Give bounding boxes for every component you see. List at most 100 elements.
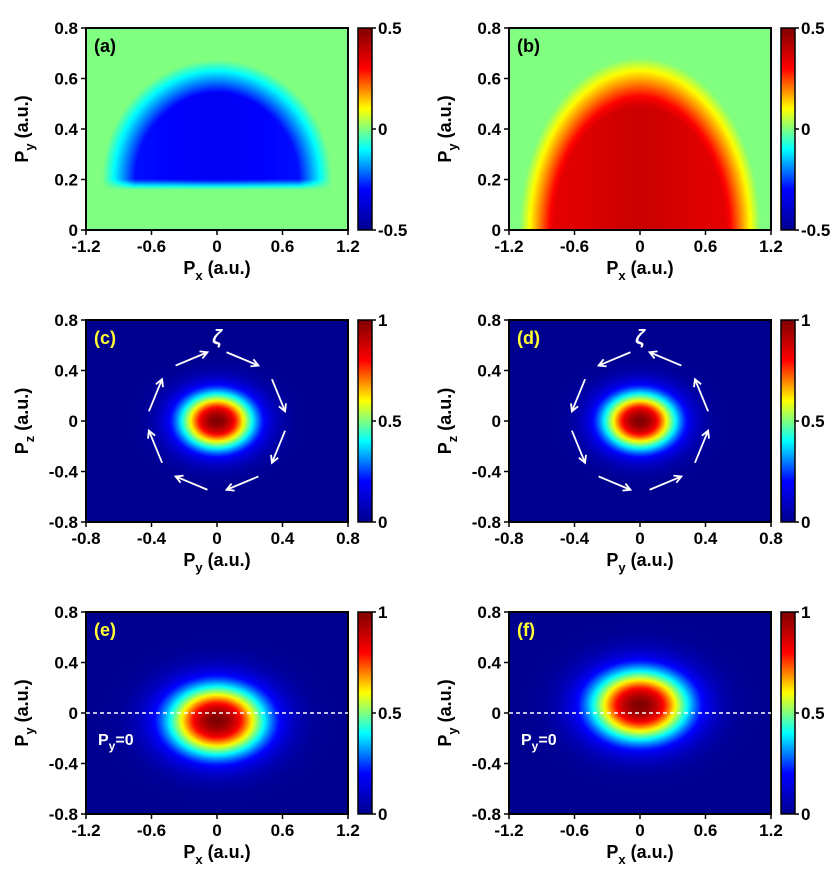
- y-tick-label: 0.2: [477, 171, 501, 190]
- rotation-arrow: [571, 430, 586, 464]
- x-axis-label: Py (a.u.): [606, 550, 673, 575]
- x-axis-label: Px (a.u.): [183, 842, 250, 867]
- y-tick-label: -0.8: [472, 513, 501, 532]
- rotation-arrow: [571, 378, 586, 412]
- py-zero-label: Py=0: [98, 732, 134, 753]
- y-tick-label: 0.4: [477, 362, 501, 381]
- y-axis-label: Py (a.u.): [12, 679, 37, 746]
- heatmap-image: [86, 612, 348, 814]
- y-tick-label: 0.4: [54, 654, 78, 673]
- rotation-arrowhead: [673, 474, 684, 484]
- y-tick-label: 0.8: [477, 19, 501, 38]
- rotation-arrow: [649, 475, 682, 491]
- rotation-arrow: [148, 378, 163, 412]
- rotation-arrowhead: [622, 482, 633, 492]
- x-tick-label: 0.6: [271, 821, 295, 840]
- panel-e: -1.2 -0.6 0 0.6 1.2 -0.8 -0.4 0 0.4 0.8 Px (a.u.) P…: [12, 603, 402, 867]
- y-tick-label: 0: [492, 704, 501, 723]
- y-tick-label: -0.8: [49, 805, 78, 824]
- y-tick-label: -0.4: [49, 463, 79, 482]
- y-tick-label: 0: [69, 412, 78, 431]
- colorbar-tick-label: 1: [378, 603, 387, 622]
- rotation-arrowhead: [199, 350, 210, 360]
- heatmap-image: [509, 28, 771, 230]
- colorbar-tick-label: 1: [801, 311, 810, 330]
- rotation-arrows: [570, 350, 710, 492]
- colorbar-tick-label: 0.5: [801, 19, 825, 38]
- rotation-arrowhead: [693, 377, 702, 388]
- x-axis-label: Px (a.u.): [606, 842, 673, 867]
- x-tick-label: 0.8: [759, 529, 783, 548]
- panel-label: (f): [517, 620, 535, 640]
- y-tick-label: 0.8: [477, 603, 501, 622]
- rotation-arrows: [147, 350, 287, 492]
- heatmap-image: [86, 320, 348, 522]
- rotation-arrowhead: [596, 358, 607, 368]
- x-tick-label: 0.8: [336, 529, 360, 548]
- y-axis-label: Pz (a.u.): [435, 388, 460, 455]
- rotation-arrowhead: [250, 358, 261, 368]
- x-axis-label: Px (a.u.): [606, 258, 673, 283]
- colorbar-tick-label: 0.5: [378, 704, 402, 723]
- x-tick-label: -0.6: [137, 821, 166, 840]
- rotation-arrow: [271, 430, 286, 464]
- x-tick-label: 1.2: [336, 821, 360, 840]
- colorbar-tick-label: 0.5: [378, 19, 402, 38]
- panel-label: (c): [94, 328, 116, 348]
- y-axis-label: Py (a.u.): [12, 95, 37, 162]
- x-tick-label: -0.8: [494, 529, 523, 548]
- x-tick-label: -1.2: [494, 821, 523, 840]
- colorbar-tick-label: 0.5: [378, 412, 402, 431]
- y-tick-label: 0.8: [54, 311, 78, 330]
- y-tick-label: 0.8: [477, 311, 501, 330]
- heatmap-image: [509, 320, 771, 522]
- colorbar-tick-label: 0: [801, 513, 810, 532]
- y-tick-label: 0.6: [477, 70, 501, 89]
- x-tick-label: 1.2: [759, 821, 783, 840]
- colorbar-tick-label: 0: [378, 805, 387, 824]
- rotation-arrowhead: [647, 350, 658, 360]
- colorbar-tick-label: 0: [378, 513, 387, 532]
- x-tick-label: -0.4: [137, 529, 167, 548]
- x-tick-label: -1.2: [494, 237, 523, 256]
- x-tick-label: -0.4: [560, 529, 590, 548]
- colorbar-tick-label: 0: [801, 805, 810, 824]
- x-tick-label: 0.4: [694, 529, 718, 548]
- colorbar: [780, 611, 796, 815]
- colorbar-tick-label: -0.5: [378, 221, 407, 240]
- heatmap-image: [509, 612, 771, 814]
- rotation-arrow: [148, 430, 163, 464]
- y-tick-label: 0.8: [54, 603, 78, 622]
- x-tick-label: 0.6: [271, 237, 295, 256]
- rotation-arrow: [175, 475, 208, 491]
- rotation-arrow: [271, 378, 286, 412]
- panel-d: -0.8 -0.4 0 0.4 0.8 -0.8 -0.4 0 0.4 0.8 Py (a.u.) P…: [435, 311, 825, 575]
- x-tick-label: 0: [212, 237, 221, 256]
- panel-b: -1.2 -0.6 0 0.6 1.2 0 0.2 0.4 0.6 0.8 Px (a.u.) Py …: [435, 19, 830, 283]
- x-tick-label: 0: [635, 529, 644, 548]
- rotation-arrowhead: [570, 403, 579, 414]
- y-tick-label: -0.4: [472, 755, 502, 774]
- zeta-annotation: ζ: [212, 327, 223, 349]
- y-tick-label: 0.4: [477, 120, 501, 139]
- rotation-arrowhead: [173, 474, 184, 484]
- x-tick-label: 0: [635, 237, 644, 256]
- y-axis-label: Py (a.u.): [435, 95, 460, 162]
- rotation-arrowhead: [155, 377, 164, 388]
- y-tick-label: -0.8: [49, 513, 78, 532]
- y-tick-label: 0.4: [54, 120, 78, 139]
- x-tick-label: 1.2: [336, 237, 360, 256]
- y-axis-label: Py (a.u.): [435, 679, 460, 746]
- x-tick-label: -0.6: [560, 821, 589, 840]
- py-zero-label: Py=0: [521, 732, 557, 753]
- y-tick-label: 0: [69, 704, 78, 723]
- rotation-arrow: [175, 351, 208, 367]
- x-tick-label: 1.2: [759, 237, 783, 256]
- y-tick-label: 0.2: [54, 171, 78, 190]
- y-tick-label: 0: [492, 412, 501, 431]
- y-axis-label: Pz (a.u.): [12, 388, 37, 455]
- colorbar-tick-label: 0: [801, 120, 810, 139]
- y-tick-label: 0: [69, 221, 78, 240]
- rotation-arrowhead: [270, 454, 279, 465]
